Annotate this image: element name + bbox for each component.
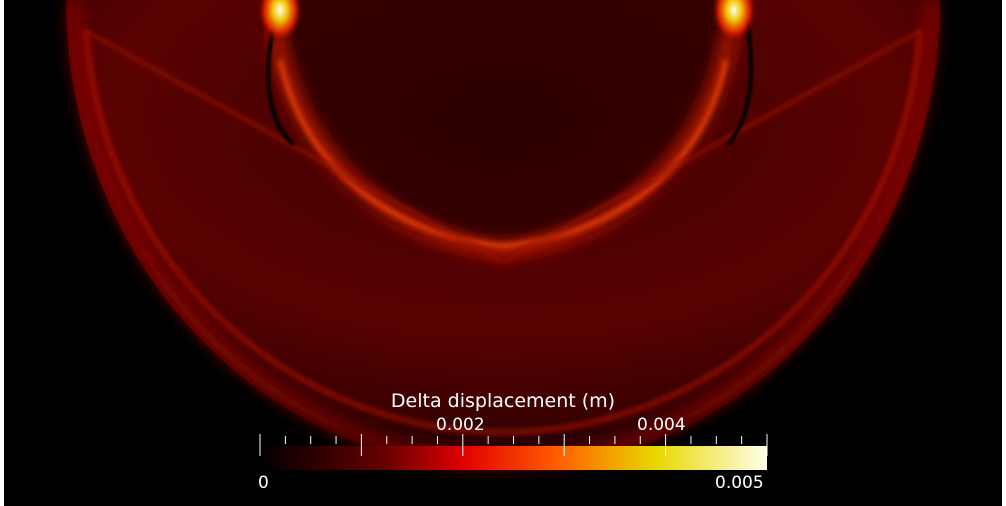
colorbar-label-min: 0 <box>258 473 269 493</box>
colorbar-label-max: 0.005 <box>715 473 764 493</box>
colorbar-title: Delta displacement (m) <box>390 390 616 412</box>
outer-wavefront-core <box>84 29 922 435</box>
render-viewport[interactable]: Delta displacement (m) 0.002 0.004 0 0.0… <box>4 0 1002 506</box>
head-wave-right <box>501 27 924 265</box>
inner-wavefront-glow <box>269 28 737 258</box>
colorbar-label-0004: 0.004 <box>637 415 686 435</box>
colorbar-label-0002: 0.002 <box>436 415 485 435</box>
inner-wavefront <box>278 59 728 249</box>
cusp-right <box>726 17 754 147</box>
source-right <box>712 0 756 42</box>
colorbar-ramp <box>260 446 767 470</box>
displacement-field <box>66 0 940 470</box>
colorbar-ticks <box>259 434 768 456</box>
inner-wave-region <box>273 0 737 250</box>
head-wave-left <box>82 27 505 265</box>
source-left <box>258 0 302 42</box>
